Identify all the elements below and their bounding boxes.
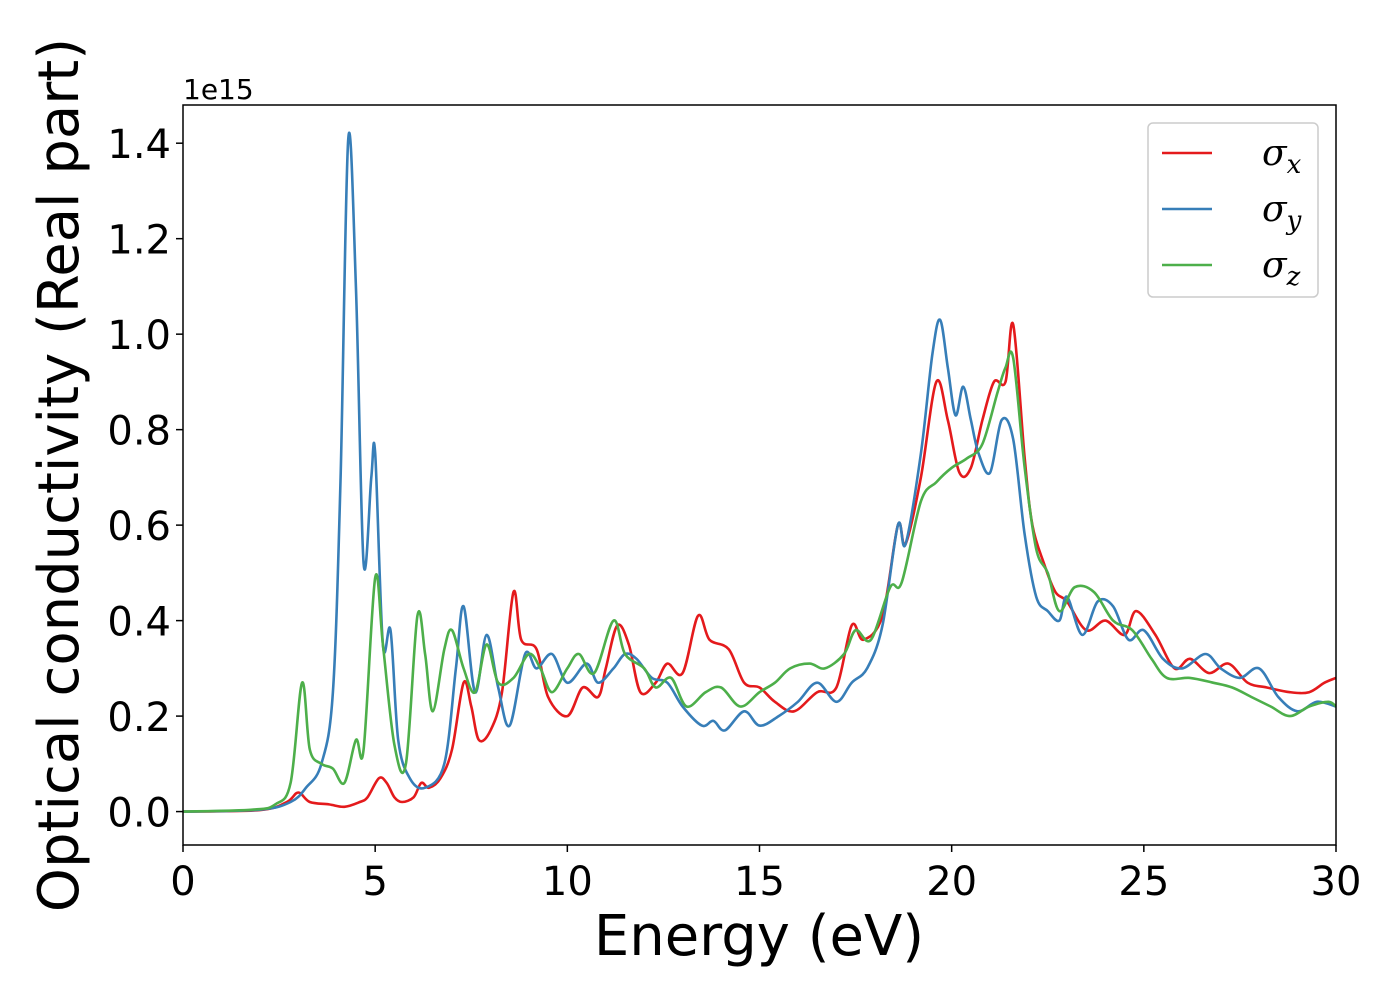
x-tick-label: 0 (170, 859, 195, 905)
series-line-x (183, 321, 1336, 813)
y-tick-label: 0.0 (107, 791, 171, 837)
y-tick-label: 1.0 (107, 313, 171, 359)
x-axis-title: Energy (eV) (594, 904, 924, 969)
y-tick-label: 0.6 (107, 504, 171, 550)
x-tick-label: 20 (926, 859, 977, 905)
plot-lines (183, 131, 1336, 813)
y-tick-label: 0.2 (107, 695, 171, 741)
y-axis-ticks: 0.0 0.2 0.4 0.6 0.8 1.0 1.2 1.4 (107, 122, 183, 837)
y-tick-label: 1.4 (107, 122, 171, 168)
x-tick-label: 10 (542, 859, 593, 905)
x-tick-label: 15 (734, 859, 785, 905)
x-tick-label: 25 (1118, 859, 1169, 905)
y-axis-title: Optical conductivity (Real part) (27, 38, 92, 912)
y-tick-label: 0.8 (107, 409, 171, 455)
y-offset-label: 1e15 (183, 73, 254, 106)
series-line-z (183, 350, 1336, 813)
y-tick-label: 0.4 (107, 600, 171, 646)
x-tick-label: 30 (1311, 859, 1362, 905)
legend-frame (1147, 122, 1319, 298)
series-line-y (183, 131, 1336, 813)
y-tick-label: 1.2 (107, 218, 171, 264)
x-tick-label: 5 (362, 859, 387, 905)
x-axis-ticks: 0 5 10 15 20 25 30 (170, 845, 1361, 905)
